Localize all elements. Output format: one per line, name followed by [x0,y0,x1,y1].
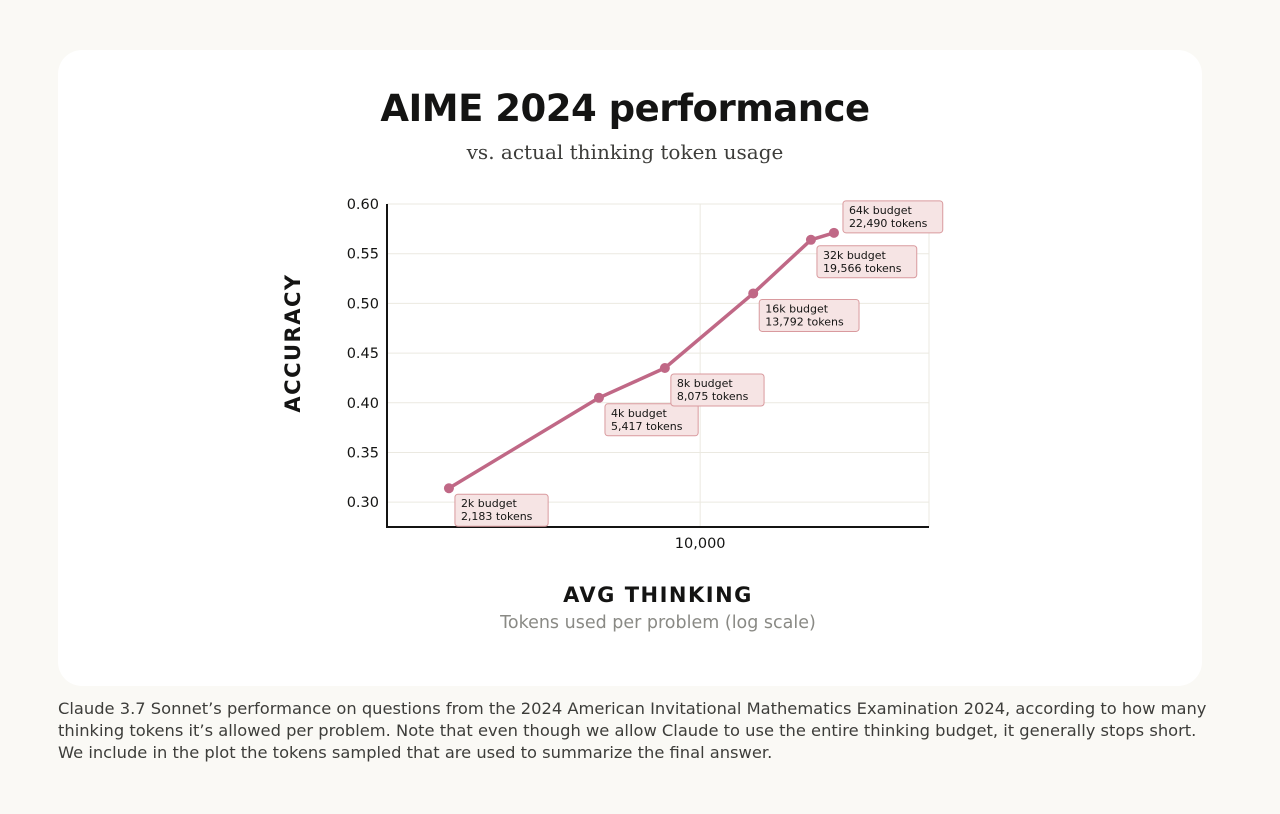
data-point [805,234,816,245]
y-tick-label: 0.60 [347,197,379,213]
y-tick-label: 0.40 [347,396,379,412]
data-point [748,288,759,299]
y-tick-label: 0.30 [347,495,379,511]
y-tick-label: 0.55 [347,247,379,263]
series-line [447,231,836,490]
data-point [443,483,454,494]
data-label-box [670,373,765,407]
data-label-tokens: 22,490 tokens [849,217,928,230]
data-label-budget: 8k budget [677,377,734,390]
figure-caption: Claude 3.7 Sonnet’s performance on quest… [58,699,1207,762]
data-points-layer [443,227,839,494]
data-point [828,227,839,238]
data-label-budget: 64k budget [849,204,913,217]
x-tick-labels: 10,000 [675,536,726,552]
chart-subtitle: vs. actual thinking token usage [466,140,784,164]
y-tick-labels: 0.30 0.35 0.40 0.45 0.50 0.55 0.60 [347,197,379,511]
data-label-box [842,200,944,234]
data-point [593,392,604,403]
axes-layer [386,204,929,528]
chart-title: AIME 2024 performance [380,87,870,130]
series-line-layer [447,231,836,490]
x-tick-label: 10,000 [675,536,726,552]
data-label-tokens: 2,183 tokens [461,510,533,523]
data-label-budget: 32k budget [823,249,887,262]
x-axis-sublabel: Tokens used per problem (log scale) [499,613,816,633]
y-tick-label: 0.50 [347,296,379,312]
data-label-box [604,403,699,437]
x-axis-label: AVG THINKING [563,583,753,607]
data-label-budget: 2k budget [461,497,518,510]
chart-plot: 0.30 0.35 0.40 0.45 0.50 0.55 0.60 10,000 2k b… [281,197,944,633]
data-label-tokens: 8,075 tokens [677,390,749,403]
data-point [659,362,670,373]
data-label-box [816,245,918,279]
y-tick-label: 0.35 [347,445,379,461]
data-label-box [454,493,549,527]
data-label-budget: 16k budget [765,302,829,315]
y-tick-label: 0.45 [347,346,379,362]
data-label-budget: 4k budget [611,407,668,420]
data-label-tokens: 19,566 tokens [823,262,902,275]
data-label-box [758,298,860,332]
chart-card [58,50,1202,686]
data-label-tokens: 5,417 tokens [611,420,683,433]
y-axis-label: ACCURACY [281,273,305,412]
data-label-tokens: 13,792 tokens [765,315,844,328]
